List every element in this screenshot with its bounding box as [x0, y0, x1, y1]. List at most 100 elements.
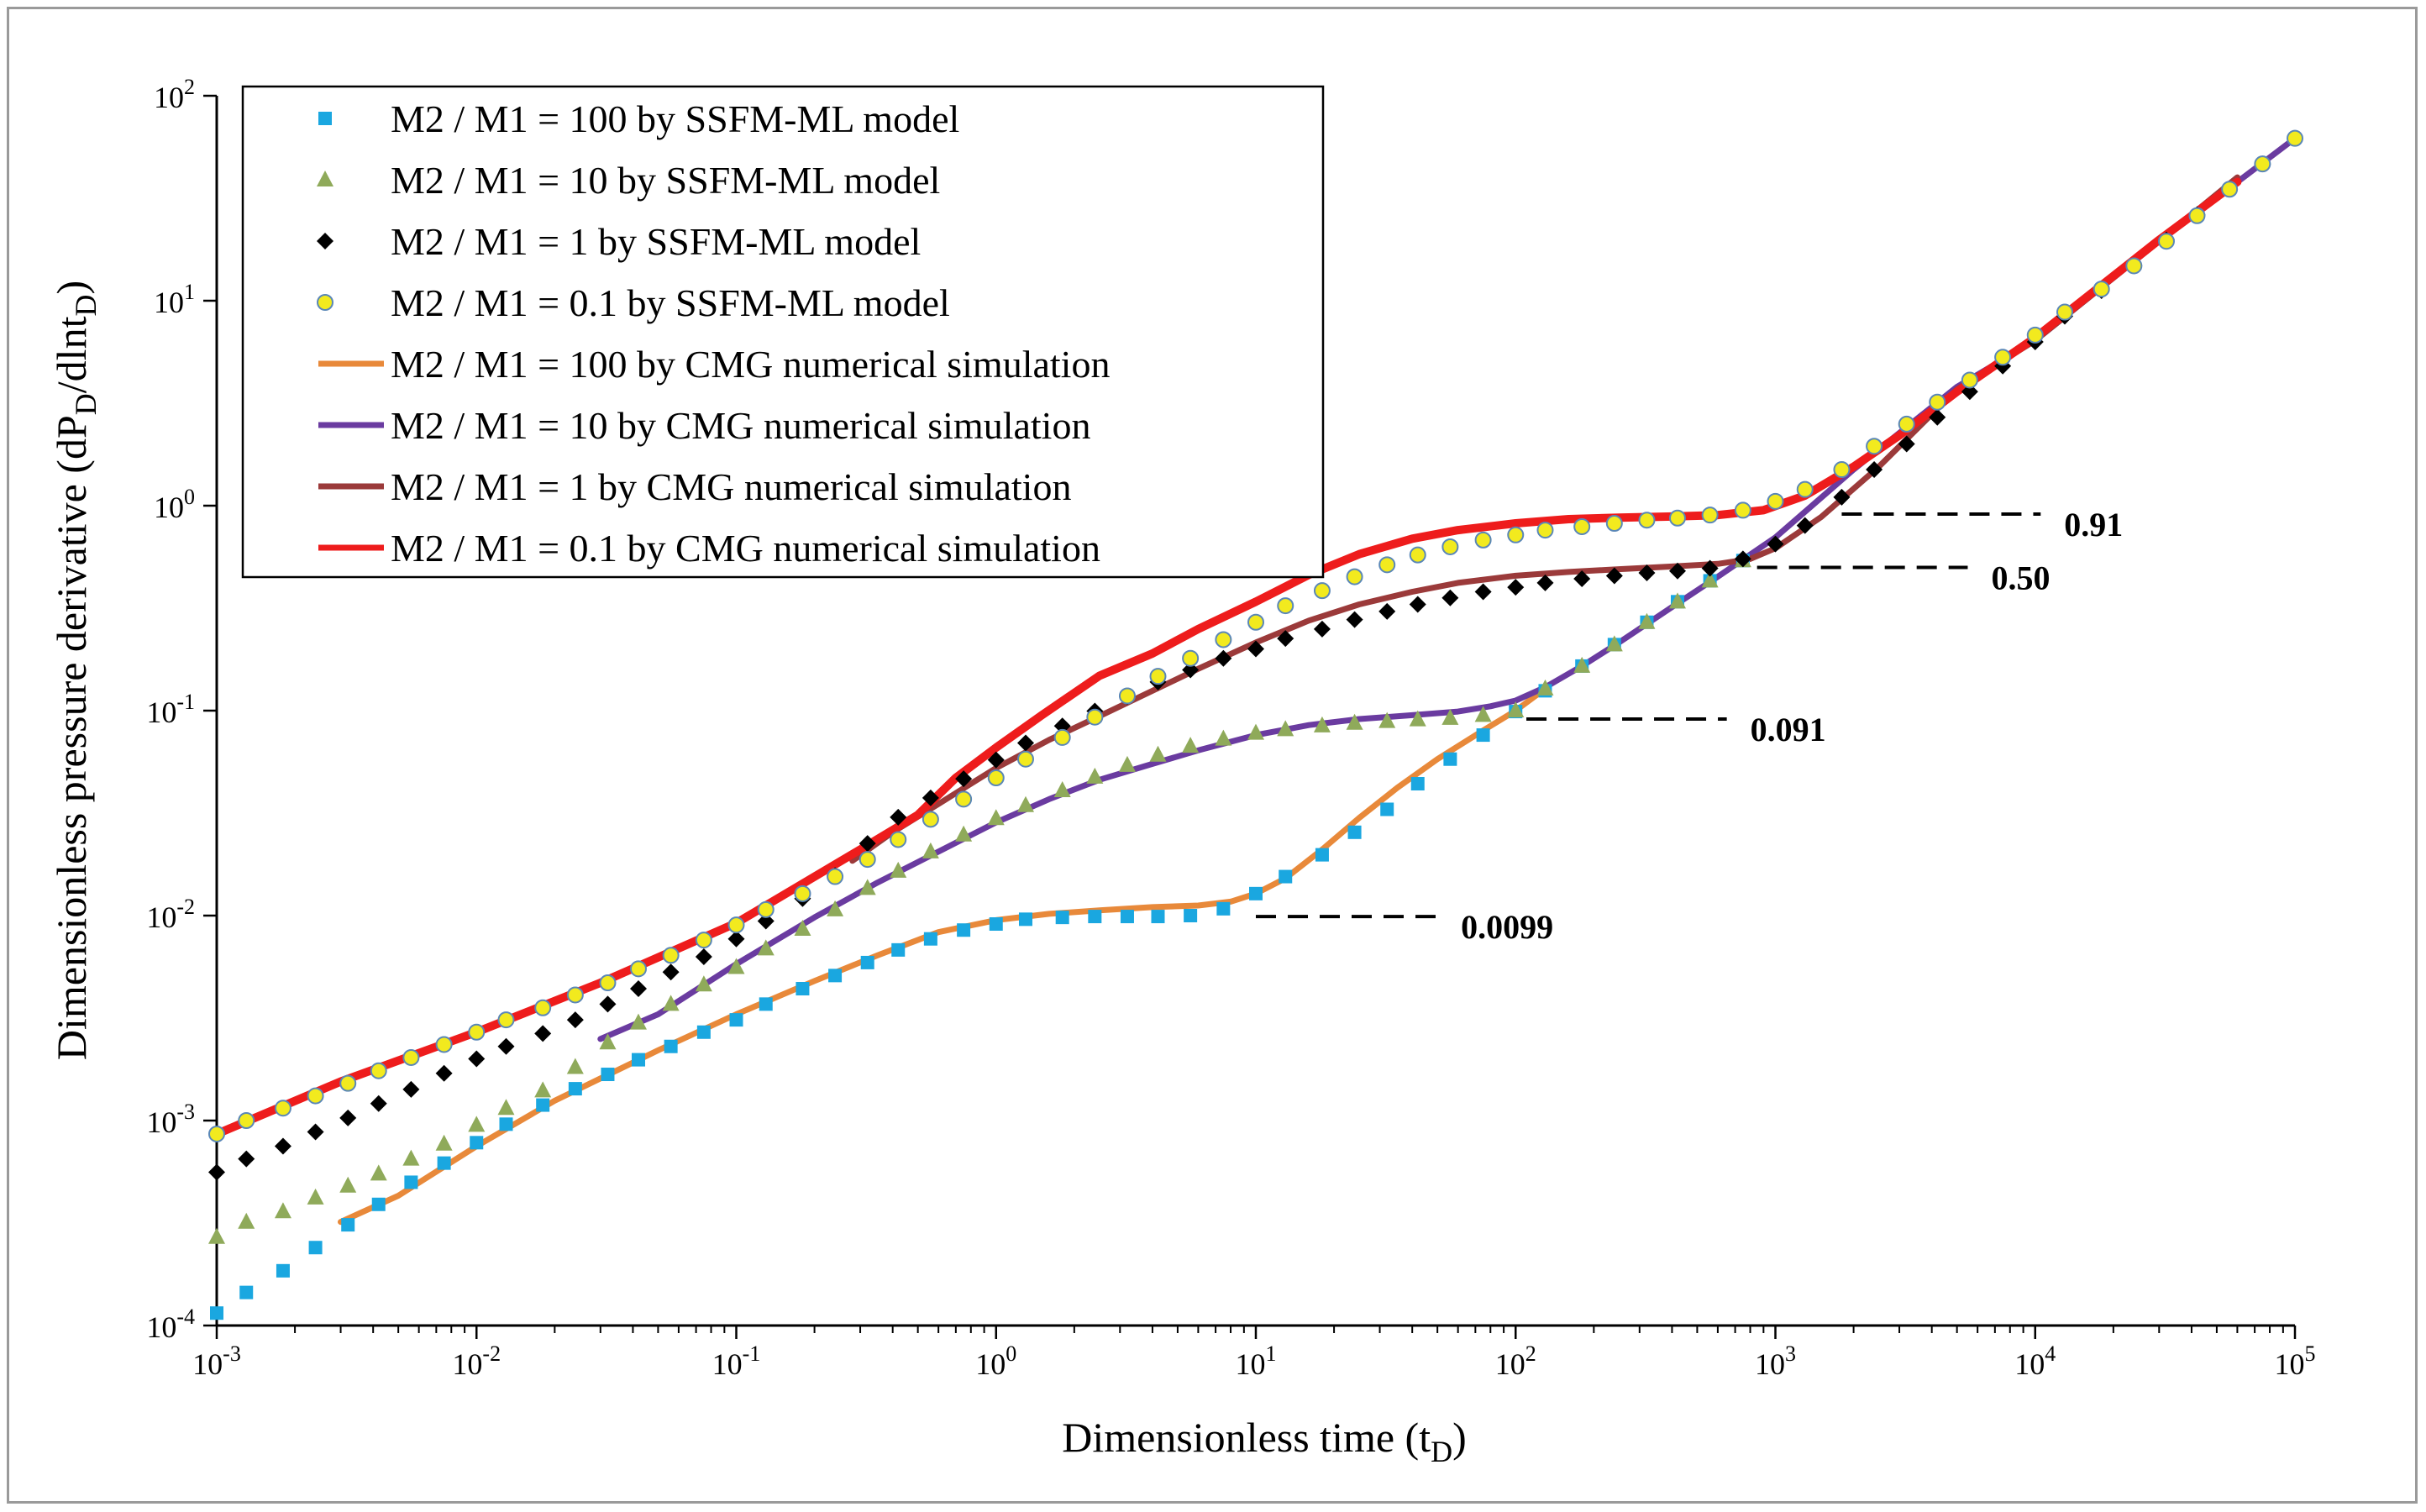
marker-s2-13: [629, 979, 647, 997]
marker-s3-13: [629, 960, 647, 978]
marker-s0-20: [860, 955, 874, 969]
marker-s3-38: [1441, 538, 1459, 555]
marker-s0-14: [664, 1039, 678, 1053]
plateau-annotations: 0.91 0.50 0.091 0.0099: [1256, 506, 2123, 946]
legend-label-3: M2 / M1 = 0.1 by SSFM-ML model: [391, 281, 950, 324]
marker-s1-6: [402, 1149, 420, 1166]
marker-s1-28: [1118, 755, 1136, 772]
marker-s2-46: [1701, 559, 1719, 577]
marker-s0-27: [1088, 910, 1102, 924]
marker-s2-32: [1247, 640, 1264, 658]
marker-s1-33: [1277, 720, 1294, 737]
marker-s1-42: [1573, 656, 1591, 673]
marker-s1-23: [955, 825, 973, 842]
marker-s1-27: [1086, 767, 1104, 784]
marker-s1-36: [1378, 711, 1396, 728]
marker-s3-58: [2093, 281, 2110, 298]
marker-s1-43: [1605, 635, 1623, 652]
marker-s3-44: [1638, 512, 1656, 529]
marker-s1-25: [1016, 795, 1034, 812]
marker-s1-44: [1638, 612, 1656, 629]
marker-s3-21: [890, 831, 907, 848]
marker-s3-6: [402, 1048, 420, 1066]
marker-s1-29: [1149, 745, 1167, 762]
marker-s0-36: [1380, 802, 1394, 816]
marker-s1-30: [1182, 737, 1200, 753]
marker-s1-18: [794, 919, 811, 936]
marker-s2-38: [1441, 589, 1459, 606]
marker-s3-8: [468, 1023, 486, 1041]
marker-s2-8: [468, 1050, 486, 1068]
marker-s0-15: [696, 1025, 711, 1039]
marker-s2-45: [1668, 562, 1686, 580]
legend: M2 / M1 = 100 by SSFM-ML model M2 / M1 = …: [241, 85, 1325, 579]
x-tick-label: 103: [1755, 1341, 1796, 1381]
marker-s2-2: [274, 1137, 291, 1155]
marker-s3-35: [1346, 568, 1363, 585]
marker-s3-50: [1833, 461, 1851, 479]
marker-s3-45: [1668, 509, 1686, 527]
marker-s3-34: [1313, 582, 1331, 600]
marker-s2-16: [727, 930, 745, 948]
marker-s3-23: [955, 790, 973, 808]
marker-s0-4: [341, 1218, 355, 1232]
y-tick-label: 10-3: [146, 1100, 195, 1139]
x-tick-label: 104: [2014, 1341, 2056, 1381]
marker-s2-30: [1182, 661, 1200, 679]
marker-s1-46: [1701, 571, 1719, 588]
marker-s0-21: [891, 942, 906, 957]
marker-s3-48: [1767, 492, 1784, 510]
marker-s2-10: [534, 1025, 552, 1042]
marker-s1-38: [1441, 708, 1459, 725]
marker-s3-7: [435, 1036, 453, 1053]
cmg-line-4: [338, 685, 1548, 1226]
marker-s3-14: [662, 947, 680, 964]
marker-s2-4: [339, 1109, 357, 1126]
marker-s3-16: [727, 916, 745, 934]
marker-s0-38: [1443, 752, 1457, 766]
marker-s2-20: [859, 835, 876, 853]
marker-s3-39: [1474, 531, 1492, 549]
marker-s1-20: [859, 879, 876, 895]
marker-s3-9: [497, 1011, 515, 1029]
marker-s0-2: [276, 1263, 290, 1278]
marker-s0-23: [957, 923, 971, 937]
marker-s0-33: [1279, 869, 1293, 884]
marker-s0-24: [989, 916, 1003, 931]
marker-s1-4: [339, 1176, 357, 1193]
marker-s1-26: [1053, 780, 1071, 797]
cmg-line-5: [597, 135, 2298, 1042]
marker-s1-22: [922, 842, 939, 858]
plateau-label-1: 0.50: [1991, 559, 2050, 596]
marker-s3-40: [1507, 526, 1525, 543]
marker-s3-57: [2056, 303, 2073, 321]
marker-s0-1: [239, 1285, 254, 1299]
plateau-label-3: 0.0099: [1461, 908, 1553, 946]
marker-s2-41: [1536, 574, 1554, 591]
marker-s3-25: [1016, 750, 1034, 768]
marker-s2-33: [1277, 630, 1294, 648]
marker-s2-21: [890, 808, 907, 826]
y-axis-title: Dimensionless pressure derivative (dPD/d…: [48, 281, 102, 1060]
marker-s2-12: [599, 995, 617, 1013]
marker-s2-35: [1346, 611, 1363, 628]
legend-label-4: M2 / M1 = 100 by CMG numerical simulatio…: [391, 343, 1110, 386]
marker-s3-3: [307, 1087, 324, 1105]
marker-s3-15: [695, 932, 712, 949]
marker-s0-39: [1476, 728, 1490, 743]
marker-s2-42: [1573, 570, 1591, 587]
marker-s2-7: [435, 1064, 453, 1082]
x-tick-label: 100: [975, 1341, 1016, 1381]
marker-s0-26: [1055, 911, 1069, 925]
marker-s3-42: [1573, 517, 1591, 535]
marker-s3-51: [1866, 438, 1883, 455]
marker-s2-39: [1474, 583, 1492, 601]
marker-s0-6: [404, 1175, 418, 1189]
marker-s1-16: [727, 958, 745, 974]
marker-s1-0: [208, 1227, 225, 1244]
legend-swatch-1: [317, 171, 333, 186]
marker-s0-10: [536, 1098, 550, 1112]
marker-s1-1: [238, 1212, 255, 1229]
marker-s3-18: [794, 885, 811, 902]
